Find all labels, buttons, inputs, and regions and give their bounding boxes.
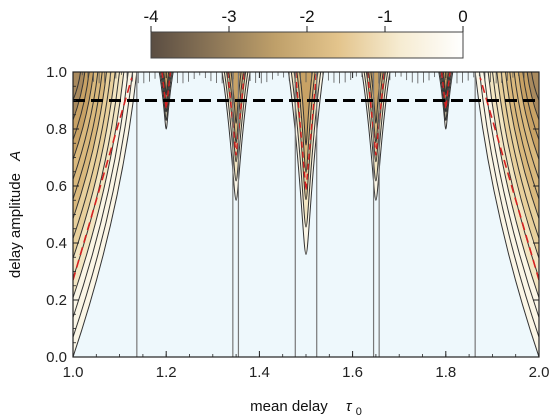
y-tick-label: 0.8	[46, 121, 67, 138]
y-tick-label: 0.6	[46, 178, 67, 195]
x-tick-label: 1.4	[249, 364, 270, 381]
contour-band	[442, 72, 449, 96]
highlight-contour	[366, 72, 385, 156]
contour-band	[299, 72, 313, 146]
y-tick-label: 0.4	[46, 235, 67, 252]
x-tick-label: 1.0	[63, 364, 84, 381]
colorbar-tick-label: -3	[221, 7, 236, 26]
y-tick-label: 1.0	[46, 64, 67, 81]
x-tick-label: 2.0	[529, 364, 550, 381]
highlight-contour	[227, 72, 246, 156]
x-axis-ticks: 1.0 1.2 1.4 1.6 1.8 2.0	[63, 72, 550, 381]
y-axis-symbol: A	[7, 151, 24, 162]
top-fringe	[81, 72, 525, 84]
wedge-left	[73, 72, 138, 357]
y-axis-ticks: 0.0 0.2 0.4 0.6 0.8 1.0	[46, 64, 539, 366]
colorbar-tick-label: -2	[299, 7, 314, 26]
x-axis-title: mean delay τ 0	[250, 398, 362, 418]
contour-band	[163, 72, 170, 96]
tongue	[158, 72, 174, 130]
highlight-contour	[73, 77, 133, 281]
x-tick-label: 1.6	[342, 364, 363, 381]
plot-content	[73, 72, 539, 357]
tongue	[438, 72, 454, 130]
y-tick-label: 0.2	[46, 292, 67, 309]
plot-area: 1.0 1.2 1.4 1.6 1.8 2.0 0.0 0.2 0.4 0.6 0.8 1.0	[46, 64, 549, 381]
wedge-right	[474, 72, 539, 357]
x-tick-label: 1.2	[156, 364, 177, 381]
colorbar-tick-label: 0	[458, 7, 467, 26]
x-axis-subscript: 0	[356, 406, 362, 418]
colorbar-tick-label: -4	[143, 7, 158, 26]
tongue	[288, 72, 324, 255]
highlight-contour	[440, 72, 451, 110]
y-axis-title: delay amplitude A	[7, 151, 24, 278]
highlight-contour	[479, 77, 539, 281]
x-axis-label: mean delay	[250, 398, 328, 415]
y-axis-label: delay amplitude	[7, 173, 24, 278]
highlight-contour	[161, 72, 172, 110]
y-tick-label: 0.0	[46, 349, 67, 366]
x-tick-label: 1.8	[435, 364, 456, 381]
colorbar-ticks: -4 -3 -2 -1 0	[143, 7, 468, 32]
colorbar: -4 -3 -2 -1 0	[143, 7, 468, 59]
x-axis-symbol: τ	[346, 398, 353, 415]
colorbar-bar	[150, 31, 464, 59]
colorbar-tick-label: -1	[377, 7, 392, 26]
